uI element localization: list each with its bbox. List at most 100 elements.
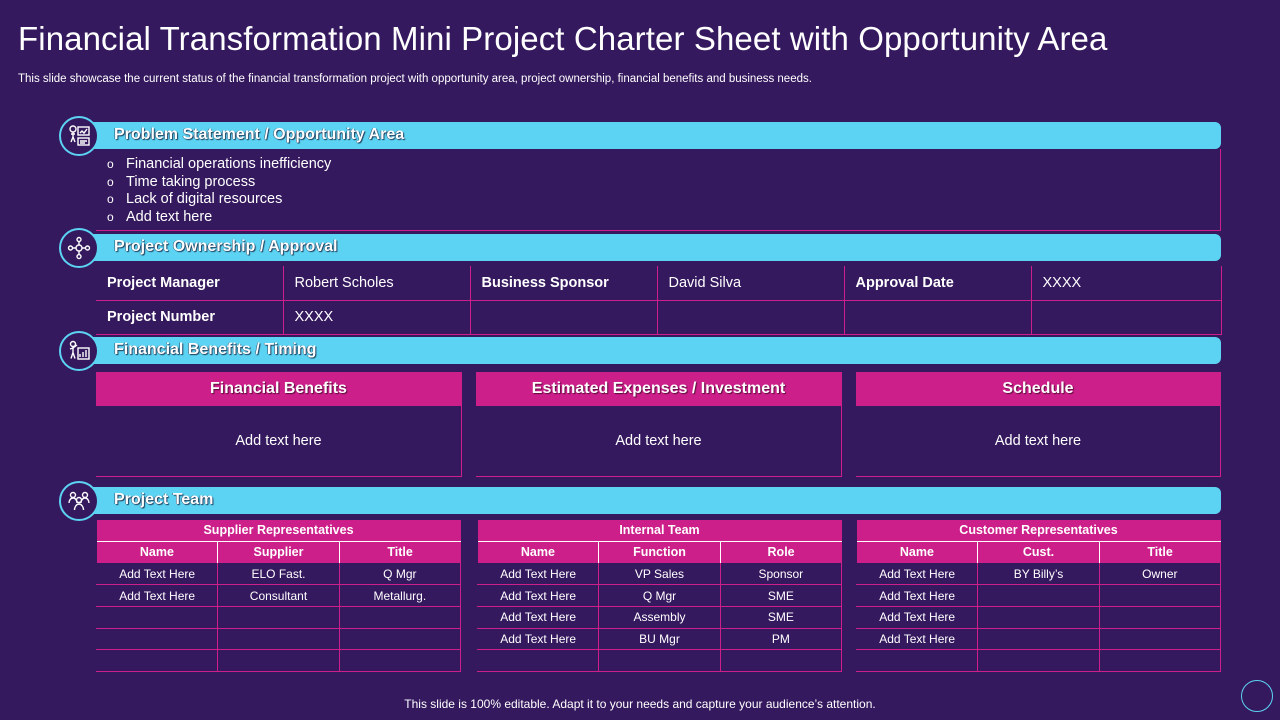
table-cell: Add Text Here [477, 563, 600, 586]
ownership-section-bar: Project Ownership / Approval [68, 234, 1221, 261]
table-row: Add Text Here Consultant Metallurg. [96, 584, 462, 607]
table-cell: Add Text Here [856, 628, 979, 651]
ownership-table: Project Manager Robert Scholes Business … [96, 266, 1222, 335]
table-cell [217, 606, 340, 629]
table-row: Project Number XXXX [96, 300, 1222, 335]
problem-content-box [96, 149, 1221, 231]
expenses-box: Estimated Expenses / Investment Add text… [476, 372, 842, 477]
table-row: Add Text Here [856, 606, 1222, 629]
team-section-bar: Project Team [68, 487, 1221, 514]
page-subtitle: This slide showcase the current status o… [18, 73, 812, 85]
expenses-header: Estimated Expenses / Investment [476, 372, 841, 406]
table-row: Add Text Here BY Billy’s Owner [856, 563, 1222, 586]
table-cell: SME [720, 606, 843, 629]
ownership-section-label: Project Ownership / Approval [114, 238, 338, 255]
table-cell: Add Text Here [856, 606, 979, 629]
schedule-header: Schedule [856, 372, 1220, 406]
benefits-section-bar: Financial Benefits / Timing [68, 337, 1221, 364]
supplier-group-header: Supplier Representatives [96, 520, 461, 542]
table-row: Add Text Here VP Sales Sponsor [477, 563, 843, 586]
table-row [856, 649, 1222, 672]
column-header: Role [720, 541, 842, 563]
schedule-body: Add text here [994, 433, 1082, 449]
list-item: o Time taking process [107, 173, 256, 190]
problem-board-icon [59, 116, 99, 156]
table-cell [977, 606, 1100, 629]
table-cell [1099, 606, 1222, 629]
table-row [96, 649, 462, 672]
column-header: Name [96, 541, 219, 563]
table-cell: Add Text Here [856, 563, 979, 586]
ownership-network-icon [59, 228, 99, 268]
table-cell [977, 628, 1100, 651]
table-cell: Metallurg. [339, 584, 462, 607]
business-sponsor-value: David Silva [657, 266, 845, 301]
table-cell: Consultant [217, 584, 340, 607]
table-cell [657, 300, 845, 335]
project-manager-label: Project Manager [96, 266, 284, 301]
table-cell: Add Text Here [96, 563, 219, 586]
table-cell [339, 606, 462, 629]
list-item: o Add text here [107, 209, 213, 226]
table-cell: Add Text Here [477, 606, 600, 629]
supplier-team-table: Supplier Representatives Name Supplier T… [96, 520, 462, 672]
problem-list: o Financial operations inefficiency o Time… [107, 156, 331, 227]
project-number-label: Project Number [96, 300, 284, 335]
column-header: Cust. [977, 541, 1100, 563]
table-row: Project Manager Robert Scholes Business … [96, 266, 1222, 301]
column-header: Name [856, 541, 979, 563]
table-row [96, 628, 462, 651]
customer-group-header: Customer Representatives [856, 520, 1221, 542]
table-cell [96, 606, 219, 629]
page-title: Financial Transformation Mini Project Ch… [18, 20, 1108, 57]
project-number-value: XXXX [283, 300, 471, 335]
table-row [477, 649, 843, 672]
table-cell [720, 649, 843, 672]
table-cell [96, 628, 219, 651]
table-cell [598, 649, 721, 672]
benefits-chart-icon [59, 331, 99, 371]
table-cell: Add Text Here [477, 584, 600, 607]
column-header: Name [477, 541, 600, 563]
footer-note: This slide is 100% editable. Adapt it to… [404, 697, 876, 711]
table-cell [470, 300, 658, 335]
problem-section-label: Problem Statement / Opportunity Area [114, 126, 405, 143]
table-cell [977, 649, 1100, 672]
list-item: o Lack of digital resources [107, 191, 283, 208]
table-cell: Q Mgr [598, 584, 721, 607]
customer-team-table: Customer Representatives Name Cust. Titl… [856, 520, 1222, 672]
table-cell: Add Text Here [96, 584, 219, 607]
table-cell [977, 584, 1100, 607]
column-header: Function [598, 541, 721, 563]
table-cell [96, 649, 219, 672]
column-header: Title [1099, 541, 1221, 563]
column-header: Supplier [217, 541, 340, 563]
benefits-section-label: Financial Benefits / Timing [114, 341, 317, 358]
table-cell: Owner [1099, 563, 1222, 586]
table-cell [217, 628, 340, 651]
corner-circle-decoration [1241, 680, 1273, 712]
table-cell [1099, 649, 1222, 672]
table-row: Add Text Here Q Mgr SME [477, 584, 843, 607]
table-cell [1099, 584, 1222, 607]
internal-team-table: Internal Team Name Function Role Add Tex… [477, 520, 843, 672]
expenses-body: Add text here [615, 433, 702, 449]
table-row: Add Text Here [856, 628, 1222, 651]
table-cell: ELO Fast. [217, 563, 340, 586]
table-row: Add Text Here [856, 584, 1222, 607]
financial-benefits-header: Financial Benefits [96, 372, 461, 406]
table-cell [856, 649, 979, 672]
table-cell [844, 300, 1032, 335]
problem-section-bar: Problem Statement / Opportunity Area [68, 122, 1221, 149]
list-item: o Financial operations inefficiency [107, 156, 332, 172]
table-cell: Q Mgr [339, 563, 462, 586]
internal-group-header: Internal Team [477, 520, 842, 542]
table-row: Add Text Here BU Mgr PM [477, 628, 843, 651]
table-cell [339, 628, 462, 651]
team-section-label: Project Team [114, 491, 214, 508]
table-cell: Add Text Here [856, 584, 979, 607]
table-cell [217, 649, 340, 672]
table-cell: BU Mgr [598, 628, 721, 651]
table-cell [477, 649, 600, 672]
schedule-box: Schedule Add text here [856, 372, 1221, 477]
